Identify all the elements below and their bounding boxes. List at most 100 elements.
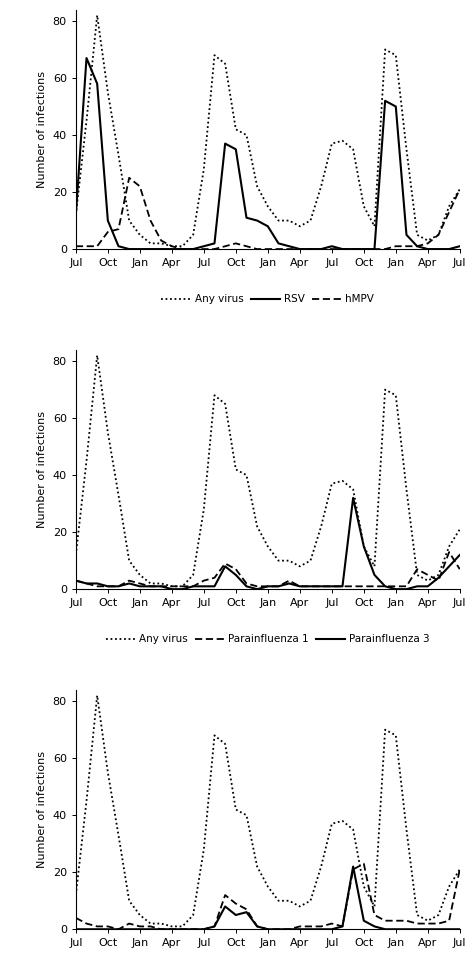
Any virus: [158, 578, 164, 589]
Influenza B: [425, 924, 430, 935]
hMPV: [94, 240, 100, 252]
Influenza B: [393, 924, 399, 935]
Any virus: [436, 229, 441, 240]
Any virus: [286, 555, 292, 566]
Any virus: [94, 690, 100, 701]
Any virus: [446, 540, 452, 552]
Influenza B: [137, 924, 143, 935]
Parainfluenza 3: [190, 581, 196, 592]
Parainfluenza 3: [222, 560, 228, 572]
Influenza A: [414, 918, 420, 929]
Influenza A: [83, 918, 89, 929]
Any virus: [457, 184, 463, 195]
Influenza A: [436, 918, 441, 929]
Any virus: [211, 390, 217, 401]
Any virus: [105, 86, 110, 98]
Influenza B: [265, 924, 271, 935]
Any virus: [83, 115, 89, 126]
Influenza B: [211, 921, 217, 932]
Influenza A: [126, 918, 132, 929]
Influenza B: [190, 924, 196, 935]
Parainfluenza 1: [169, 581, 174, 592]
hMPV: [73, 240, 79, 252]
Any virus: [275, 555, 281, 566]
Influenza A: [265, 924, 271, 935]
Any virus: [190, 909, 196, 921]
Line: Any virus: Any virus: [76, 15, 460, 246]
Any virus: [180, 240, 185, 252]
hMPV: [436, 229, 441, 240]
RSV: [73, 209, 79, 220]
Parainfluenza 1: [190, 581, 196, 592]
RSV: [457, 240, 463, 252]
Line: hMPV: hMPV: [76, 178, 460, 249]
RSV: [211, 238, 217, 249]
RSV: [372, 243, 377, 255]
Y-axis label: Number of infections: Number of infections: [37, 411, 47, 528]
RSV: [425, 243, 430, 255]
Influenza A: [137, 921, 143, 932]
Any virus: [275, 895, 281, 906]
RSV: [275, 238, 281, 249]
Parainfluenza 3: [116, 581, 121, 592]
Parainfluenza 1: [350, 581, 356, 592]
Influenza B: [414, 924, 420, 935]
Any virus: [361, 880, 366, 892]
Any virus: [180, 581, 185, 592]
Any virus: [350, 824, 356, 835]
hMPV: [297, 243, 302, 255]
Any virus: [308, 895, 313, 906]
hMPV: [105, 226, 110, 238]
Any virus: [436, 909, 441, 921]
Any virus: [446, 200, 452, 212]
Legend: Any virus, RSV, hMPV: Any virus, RSV, hMPV: [157, 290, 379, 308]
Parainfluenza 3: [126, 578, 132, 589]
Parainfluenza 1: [318, 581, 324, 592]
Line: Parainfluenza 1: Parainfluenza 1: [76, 552, 460, 586]
Any virus: [297, 560, 302, 572]
Line: Any virus: Any virus: [76, 696, 460, 926]
Line: Parainfluenza 3: Parainfluenza 3: [76, 498, 460, 589]
Influenza A: [350, 864, 356, 876]
RSV: [105, 215, 110, 226]
hMPV: [180, 243, 185, 255]
RSV: [233, 144, 238, 155]
Influenza B: [436, 924, 441, 935]
RSV: [116, 240, 121, 252]
Any virus: [254, 521, 260, 533]
Any virus: [372, 901, 377, 912]
Any virus: [233, 804, 238, 815]
Parainfluenza 1: [361, 581, 366, 592]
hMPV: [83, 240, 89, 252]
Any virus: [73, 889, 79, 901]
RSV: [158, 243, 164, 255]
Influenza A: [73, 912, 79, 924]
Parainfluenza 3: [329, 581, 335, 592]
Parainfluenza 1: [180, 581, 185, 592]
Influenza B: [169, 924, 174, 935]
Influenza A: [94, 921, 100, 932]
Any virus: [148, 918, 154, 929]
Parainfluenza 3: [169, 583, 174, 595]
Any virus: [148, 578, 154, 589]
Influenza A: [446, 915, 452, 926]
Influenza A: [190, 924, 196, 935]
hMPV: [286, 243, 292, 255]
RSV: [244, 212, 249, 223]
RSV: [201, 240, 207, 252]
Parainfluenza 1: [393, 581, 399, 592]
hMPV: [244, 240, 249, 252]
RSV: [137, 243, 143, 255]
Any virus: [265, 880, 271, 892]
Any virus: [169, 921, 174, 932]
hMPV: [318, 243, 324, 255]
Parainfluenza 1: [94, 581, 100, 592]
Any virus: [425, 235, 430, 246]
Parainfluenza 3: [372, 569, 377, 581]
hMPV: [382, 243, 388, 255]
Any virus: [457, 523, 463, 535]
Influenza B: [94, 924, 100, 935]
Influenza A: [403, 915, 409, 926]
Influenza A: [233, 898, 238, 909]
Influenza A: [201, 924, 207, 935]
